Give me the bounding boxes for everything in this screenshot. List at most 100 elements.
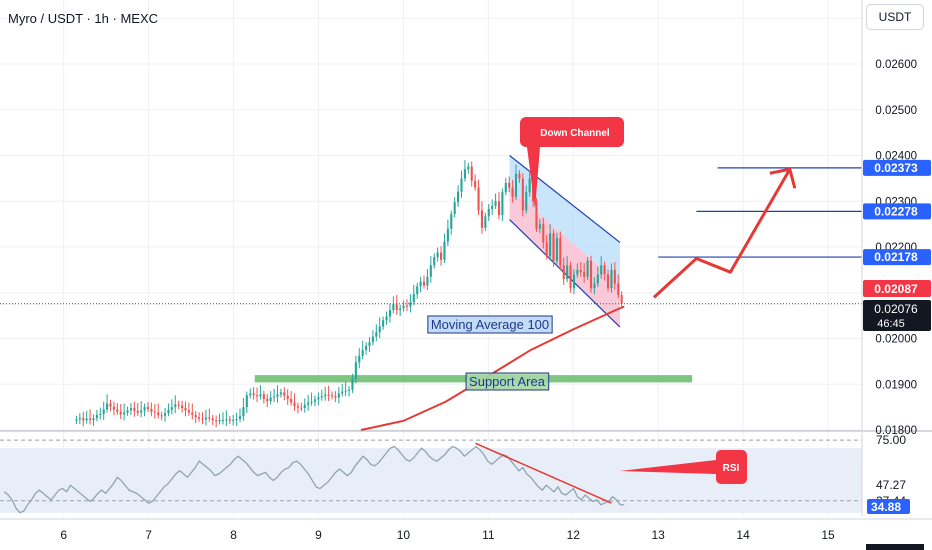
candle-body (204, 417, 207, 420)
candle-body (211, 418, 214, 421)
time-tick-label: 14 (736, 528, 750, 542)
rsi-line (3, 445, 625, 514)
current-price-tag (863, 300, 931, 331)
price-tick-label: 0.01900 (875, 379, 917, 391)
candle-body (525, 192, 528, 211)
candle-body (549, 233, 552, 257)
candle-body (596, 274, 599, 284)
candle-body (140, 410, 143, 413)
price-tick-label: 0.01800 (875, 425, 917, 437)
candle-body (467, 166, 470, 170)
candle-body (262, 394, 265, 399)
candle-body (433, 257, 436, 266)
candle-body (566, 265, 569, 280)
candle-body (569, 265, 572, 289)
candle-body (334, 396, 337, 398)
candle-body (480, 210, 484, 228)
candle-body (273, 396, 276, 398)
moving-average-line (360, 305, 625, 431)
support-area-label: Support Area (469, 374, 546, 389)
candle-body (521, 178, 524, 211)
candle-body (405, 305, 409, 307)
candle-body (460, 178, 463, 192)
candle-body (497, 201, 501, 215)
candle-body (266, 398, 269, 402)
candle-body (593, 283, 596, 289)
candle-body (388, 310, 391, 317)
candle-body (177, 404, 180, 406)
candle-body (317, 397, 320, 400)
candle-body (491, 205, 494, 210)
candle-body (347, 389, 351, 391)
candle-body (320, 396, 323, 398)
candle-body (416, 286, 419, 295)
candle-body (181, 405, 184, 409)
candle-body (436, 252, 439, 258)
candle-body (330, 395, 334, 397)
time-tick-label: 7 (145, 528, 152, 542)
target-price-tag (863, 203, 931, 220)
candle-body (382, 320, 385, 327)
candle-body (187, 410, 190, 413)
candle-body (538, 224, 541, 229)
time-tick-label: 13 (651, 528, 665, 542)
price-tick-label: 0.02000 (875, 334, 917, 346)
candle-body (170, 407, 173, 410)
candle-body (133, 408, 136, 411)
candle-body (535, 201, 538, 229)
rsi-callout-label: RSI (723, 463, 740, 474)
candle-body (259, 394, 262, 397)
candle-body (378, 326, 381, 333)
candle-body (337, 393, 340, 398)
candle-body (559, 237, 562, 266)
candle-body (371, 336, 374, 343)
candle-body (576, 269, 579, 275)
candle-body (603, 265, 606, 275)
candle-body (313, 399, 317, 402)
projection-arrow (652, 168, 792, 299)
candle-body (429, 265, 432, 277)
rsi-tick-label: 47.27 (876, 478, 906, 492)
candle-body (279, 392, 282, 395)
candle-body (126, 410, 129, 413)
candle-body (514, 173, 518, 197)
candle-body (310, 401, 313, 403)
candle-body (136, 410, 139, 413)
candle-body (112, 406, 115, 410)
candle-body (457, 191, 460, 203)
candle-body (508, 182, 511, 188)
rsi-trendline (475, 442, 612, 504)
candle-body (208, 417, 211, 419)
candle-body (201, 418, 204, 420)
candle-body (586, 260, 589, 277)
candle-body (463, 169, 466, 179)
candle-body (589, 260, 593, 289)
candle-body (446, 228, 449, 242)
candle-body (412, 294, 415, 302)
currency-button[interactable]: USDT (866, 4, 924, 30)
candle-body (252, 393, 255, 396)
candle-body (286, 395, 289, 399)
down-channel-label: Down Channel (540, 128, 610, 139)
candle-body (504, 182, 507, 193)
candle-body (255, 395, 259, 397)
time-tick-label: 15 (821, 528, 835, 542)
down-channel-callout (520, 117, 624, 209)
candle-body (129, 408, 133, 411)
candle-body (518, 173, 521, 179)
channel-upper-fill (509, 155, 620, 285)
moving-average-label-box (427, 315, 553, 334)
candle-body (552, 233, 555, 261)
time-axis-marker (866, 544, 924, 550)
candle-body (600, 265, 603, 275)
candle-body (610, 269, 613, 289)
candle-body (143, 407, 146, 411)
candle-body (194, 414, 197, 418)
candle-body (620, 295, 623, 304)
candle-body (511, 187, 514, 197)
candle-body (487, 209, 490, 217)
candle-body (75, 419, 78, 421)
candle-body (354, 362, 357, 379)
channel-upper-line (509, 155, 621, 243)
